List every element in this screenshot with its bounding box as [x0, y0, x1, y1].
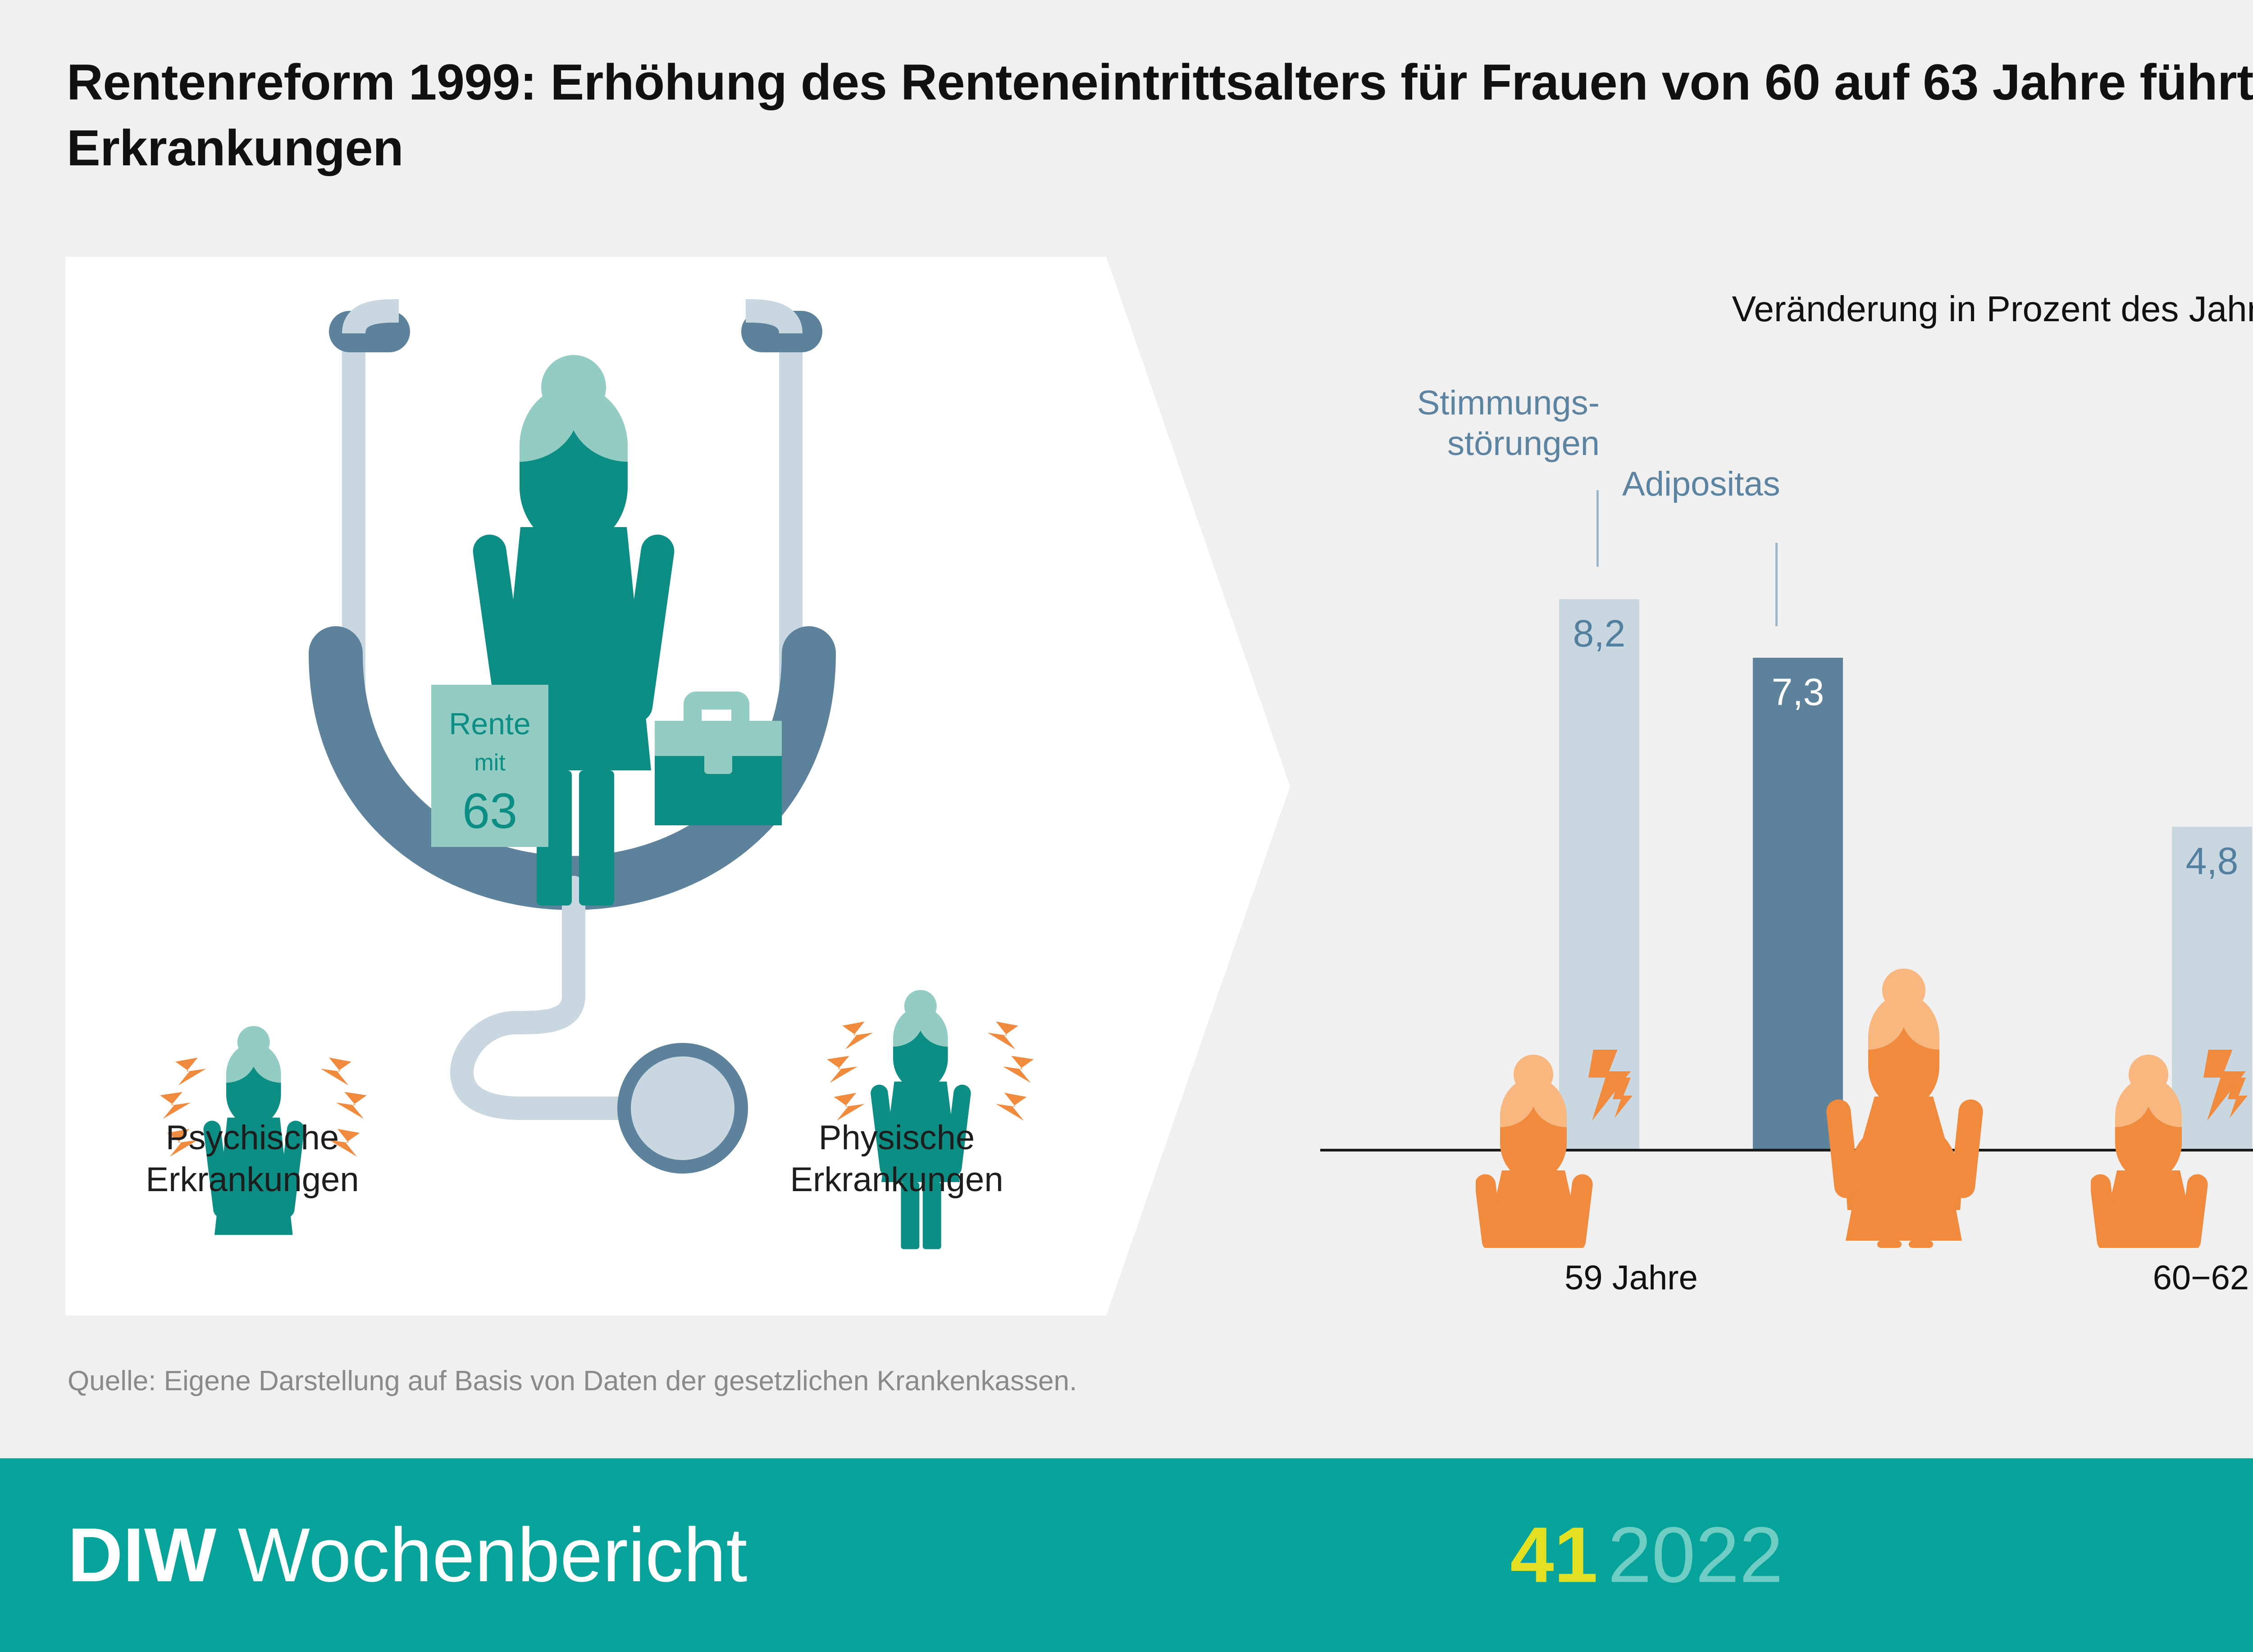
bar-value-stimmungsstoerungen-59: 8,2 [1573, 612, 1626, 655]
legend-label-adipositas: Adipositas [1622, 465, 1780, 503]
x-axis-label-59: 59 Jahre [1564, 1259, 1698, 1297]
footer-issue-number: 41 [1510, 1511, 1598, 1599]
svg-text:63: 63 [462, 783, 517, 839]
bar-value-stimmungsstoerungen-60-62: 4,8 [2185, 840, 2239, 882]
axis-baseline [1320, 1149, 2253, 1151]
page-title: Rentenreform 1999: Erhöhung des Rentenei… [67, 54, 2253, 176]
bar-adipositas-59: 7,3 [1753, 658, 1843, 1149]
footer-issue: 41 2022 [1510, 1510, 1783, 1601]
figure-obesity-59 [1811, 969, 2001, 1248]
legend-label-stimmungsstoerungen: Stimmungs- störungen [1257, 383, 1600, 464]
bar-value-adipositas-59: 7,3 [1771, 671, 1824, 713]
svg-text:mit: mit [474, 750, 506, 776]
footer-brand-diw: DIW [68, 1512, 217, 1598]
source-note: Quelle: Eigene Darstellung auf Basis von… [68, 1365, 1077, 1397]
illustration-label-physisch: Physische Erkrankungen [725, 1117, 1068, 1201]
footer-brand-wochenbericht: Wochenbericht [216, 1512, 748, 1598]
legend-label-stimmungsstoerungen-line1: Stimmungs- [1417, 384, 1600, 422]
svg-text:Rente: Rente [449, 707, 530, 741]
illustration-label-psychisch-line1: Psychische [165, 1119, 339, 1157]
figure-mood-disorder-60-62 [2091, 1050, 2253, 1248]
illustration-label-psychisch: Psychische Erkrankungen [81, 1117, 424, 1201]
legend-label-stimmungsstoerungen-line2: störungen [1447, 424, 1600, 463]
illustration-graphic: Rente mit 63 [65, 257, 1291, 1315]
illustration-label-psychisch-line2: Erkrankungen [146, 1160, 359, 1199]
figure-mood-disorder-59 [1476, 1050, 1656, 1248]
footer-issue-year: 2022 [1608, 1511, 1783, 1599]
illustration-label-physisch-line1: Physische [818, 1119, 975, 1157]
footer-brand: DIW Wochenbericht [68, 1511, 748, 1599]
chart-subtitle: Veränderung in Prozent des Jahrgangs 195… [1732, 289, 2253, 329]
x-axis-label-60-62: 60−62 Jahre [2153, 1259, 2253, 1297]
bar-chart: Veränderung in Prozent des Jahrgangs 195… [1298, 270, 2253, 1352]
legend-leader-line-adipositas [1775, 543, 1778, 626]
plot-area: 8,2 7,3 [1298, 270, 2253, 1352]
illustration-label-physisch-line2: Erkrankungen [790, 1160, 1003, 1199]
legend-leader-line-stimmungsstoerungen [1596, 490, 1599, 567]
